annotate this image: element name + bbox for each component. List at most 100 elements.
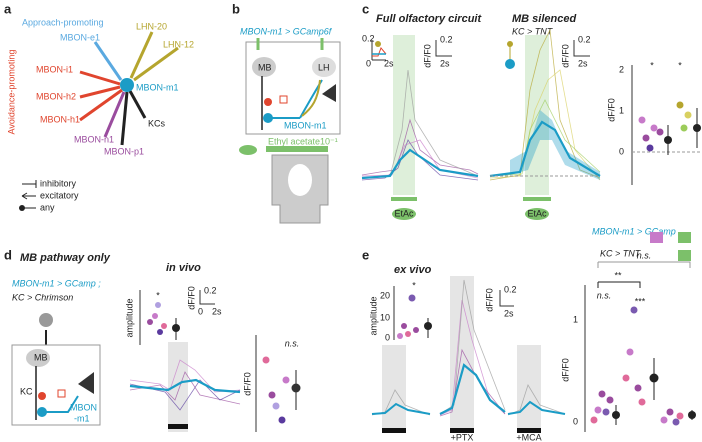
- mean-point: [688, 411, 696, 419]
- inset-trace: [372, 47, 387, 57]
- point: [650, 124, 658, 132]
- axis-label: dF/F0: [242, 372, 252, 396]
- genotype: MBON-m1 > GCamp ;: [12, 278, 101, 288]
- neuron-label: KC: [20, 386, 33, 396]
- point: [626, 348, 634, 356]
- significance: *: [156, 290, 160, 300]
- point: [638, 116, 646, 124]
- point: [268, 391, 276, 399]
- scale-label: 0.2: [204, 285, 217, 295]
- neuron-label: MBON: [70, 402, 97, 412]
- mean-trace: [439, 363, 506, 415]
- axis-label: dF/F0: [422, 44, 432, 68]
- axis-label: dF/F0: [560, 358, 570, 382]
- scale-label: 2s: [440, 58, 450, 68]
- scale-bar: [499, 290, 514, 307]
- mean-point: [693, 124, 701, 132]
- diagram-frame: [245, 41, 341, 135]
- node-label: MBON-i1: [36, 64, 73, 74]
- significance: *: [412, 280, 416, 290]
- point: [590, 416, 598, 424]
- scale-label: 2s: [212, 306, 222, 316]
- electrode: [322, 84, 336, 102]
- odor-cloud: [525, 208, 549, 220]
- condition-title: in vivo: [166, 262, 201, 274]
- panel-letter: d: [4, 247, 12, 262]
- point: [282, 376, 290, 384]
- point: [401, 323, 407, 329]
- legend-swatch: [678, 232, 691, 243]
- trace: [129, 371, 241, 405]
- trace: [129, 359, 241, 393]
- node-label: LHN-20: [136, 21, 167, 31]
- stimulus-bar: [391, 197, 417, 201]
- edge: [120, 91, 129, 146]
- neuron-label: -m1: [74, 413, 90, 423]
- inset-label: 0.2: [362, 33, 375, 43]
- node-label: MBON-m1: [136, 82, 179, 92]
- panel-letter: a: [4, 1, 12, 16]
- point: [680, 124, 688, 132]
- stimulus-window: [168, 342, 188, 432]
- genotype: KC > TNT: [512, 26, 554, 36]
- panel-a: a Approach-promoting Avoidance-promoting…: [4, 1, 194, 212]
- condition-label: +PTX: [451, 432, 474, 442]
- edge: [128, 90, 147, 119]
- mean-point: [649, 373, 659, 383]
- edge: [133, 46, 179, 82]
- condition-label: +MCA: [516, 432, 541, 442]
- neuron: [38, 392, 46, 400]
- node-label: MBON-e1: [60, 32, 100, 42]
- legend-label: inhibitory: [40, 178, 77, 188]
- point: [413, 327, 419, 333]
- node-label: LHN-12: [163, 39, 194, 49]
- node-label: KCs: [148, 118, 166, 128]
- region-label: MB: [258, 62, 272, 72]
- odor-cloud: [239, 145, 257, 155]
- point: [278, 416, 286, 424]
- scale-bar: [435, 40, 452, 57]
- mean-trace: [507, 400, 566, 415]
- neuron: [57, 389, 66, 398]
- legend-label: any: [40, 202, 55, 212]
- axis-label: amplitude: [368, 296, 378, 335]
- point: [606, 396, 614, 404]
- panel-e: e ex vivo * 20 10 0 amplitude +PTX +MCA …: [362, 247, 696, 442]
- scale-bar: [199, 290, 215, 305]
- bracket: [597, 281, 641, 288]
- point: [676, 412, 684, 420]
- axis-label: dF/F0: [186, 286, 196, 310]
- panel-letter: c: [362, 1, 369, 16]
- condition-title: Full olfactory circuit: [376, 13, 482, 25]
- edge: [79, 70, 121, 86]
- scale-label: 0: [198, 306, 203, 316]
- point: [408, 294, 416, 302]
- significance: n.s.: [637, 250, 652, 260]
- point: [272, 402, 280, 410]
- region-label: LH: [318, 62, 330, 72]
- point: [157, 329, 163, 335]
- point: [594, 406, 602, 414]
- legend-label: MBON-m1 > GCamp: [592, 226, 676, 236]
- axis-label: dF/F0: [606, 98, 616, 122]
- scale-label: 0.2: [504, 284, 517, 294]
- edge: [129, 31, 154, 79]
- y-tick-label: 1: [619, 105, 624, 115]
- odor-bar: [266, 146, 328, 152]
- point: [656, 128, 664, 136]
- point: [672, 418, 680, 426]
- scale-bar: [573, 40, 590, 57]
- connections: [79, 31, 179, 146]
- legend-symbol: [21, 192, 28, 200]
- scale-bars: 0.2 2s dF/F0 0.2 2s dF/F0: [422, 34, 590, 68]
- point: [155, 302, 161, 308]
- edge: [103, 91, 126, 138]
- neuron: [301, 79, 321, 117]
- point: [598, 390, 606, 398]
- trace: [129, 379, 241, 411]
- stimulus-window: [517, 345, 541, 430]
- odor-label: Ethyl acetate10⁻¹: [268, 136, 338, 146]
- point: [152, 313, 158, 319]
- significance: *: [650, 60, 654, 70]
